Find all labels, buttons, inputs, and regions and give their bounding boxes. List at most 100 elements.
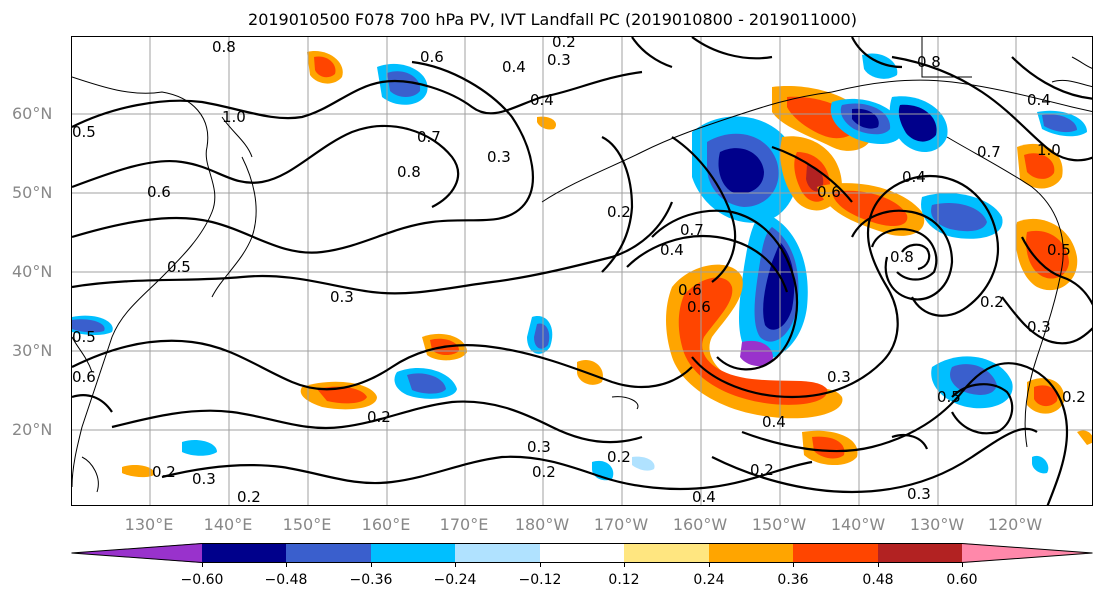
lat-label: 50°N (12, 183, 53, 202)
colorbar-tick-label: −0.48 (264, 572, 308, 588)
graticule (72, 37, 1092, 505)
colorbar-tick (962, 563, 963, 567)
map-panel: 0.8 0.6 0.4 0.3 0.2 0.4 1.0 0.5 0.7 0.8 … (71, 36, 1093, 506)
contour-label: 0.4 (692, 488, 716, 506)
contour-label: 0.3 (330, 288, 354, 306)
contour-label: 0.6 (678, 281, 702, 299)
colorbar-segment (962, 543, 1093, 563)
colorbar-tick-label: −0.24 (433, 572, 477, 588)
contour-label: 0.2 (980, 293, 1004, 311)
contour-label: 0.3 (487, 148, 511, 166)
contour-label: 0.3 (547, 51, 571, 69)
lon-label: 160°E (361, 515, 411, 534)
colorbar-tick (455, 563, 456, 567)
colorbar-segment (709, 543, 793, 563)
contour-label: 0.2 (607, 203, 631, 221)
contour-label: 0.4 (902, 168, 926, 186)
contour-label: 0.8 (917, 53, 941, 71)
map-canvas: 0.8 0.6 0.4 0.3 0.2 0.4 1.0 0.5 0.7 0.8 … (72, 37, 1092, 506)
contour-label: 0.2 (750, 461, 774, 479)
lon-label: 150°E (282, 515, 332, 534)
colorbar-tick (878, 563, 879, 567)
contour-label: 0.6 (687, 298, 711, 316)
contour-label: 0.7 (977, 143, 1001, 161)
lon-label: 180°W (514, 515, 570, 534)
contour-label: 0.5 (1047, 241, 1071, 259)
lon-label: 160°W (672, 515, 728, 534)
colorbar (71, 543, 1093, 563)
contour-label: 0.4 (530, 91, 554, 109)
lon-label: 120°W (987, 515, 1043, 534)
contour-label: 0.2 (607, 448, 631, 466)
lat-label: 30°N (12, 341, 53, 360)
contour-label: 0.2 (237, 488, 261, 506)
contour-label: 1.0 (222, 108, 246, 126)
colorbar-segment (878, 543, 962, 563)
lon-label: 140°E (203, 515, 253, 534)
colorbar-tick-label: −0.60 (180, 572, 224, 588)
colorbar-tick-label: −0.12 (518, 572, 562, 588)
contour-label: 0.2 (552, 37, 576, 51)
lon-label: 130°E (124, 515, 174, 534)
colorbar-tick (371, 563, 372, 567)
colorbar-tick-label: −0.36 (349, 572, 393, 588)
contour-label: 0.7 (417, 128, 441, 146)
colorbar-tick (793, 563, 794, 567)
lat-label: 40°N (12, 262, 53, 281)
contour-label: 0.5 (167, 258, 191, 276)
colorbar-segment (371, 543, 455, 563)
coastlines (72, 37, 1092, 493)
contour-label: 0.2 (532, 463, 556, 481)
colorbar-tick-label: 0.48 (862, 572, 894, 588)
lat-label: 20°N (12, 420, 53, 439)
contour-label: 0.3 (192, 470, 216, 488)
contour-label: 0.6 (147, 183, 171, 201)
colorbar-tick (709, 563, 710, 567)
contour-label: 0.3 (527, 438, 551, 456)
contour-label: 0.4 (660, 241, 684, 259)
colorbar-outline (71, 543, 1093, 563)
contour-label: 0.3 (827, 368, 851, 386)
colorbar-segment (540, 543, 624, 563)
colorbar-tick (540, 563, 541, 567)
colorbar-segment (286, 543, 371, 563)
map-title: 2019010500 F078 700 hPa PV, IVT Landfall… (248, 10, 857, 29)
lon-label: 150°W (751, 515, 807, 534)
contour-label: 0.4 (502, 58, 526, 76)
lon-label: 130°W (909, 515, 965, 534)
colorbar-segment (455, 543, 540, 563)
contour-label: 0.6 (420, 48, 444, 66)
colorbar-tick (624, 563, 625, 567)
colorbar-tick (202, 563, 203, 567)
lon-label: 140°W (830, 515, 886, 534)
contour-label: 1.0 (1037, 141, 1061, 159)
lat-label: 60°N (12, 104, 53, 123)
colorbar-tick-label: 0.12 (608, 572, 640, 588)
lon-label: 170°E (439, 515, 489, 534)
contour-label: 0.2 (1062, 388, 1086, 406)
colorbar-tick-label: 0.36 (777, 572, 809, 588)
colorbar-segment (624, 543, 709, 563)
contour-label: 0.8 (890, 248, 914, 266)
colorbar-tick-label: 0.60 (946, 572, 978, 588)
colorbar-segments (71, 543, 1093, 563)
contour-label: 0.8 (397, 163, 421, 181)
contour-label: 0.8 (212, 38, 236, 56)
contour-label: 0.6 (817, 183, 841, 201)
colorbar-tick (286, 563, 287, 567)
contour-label: 0.3 (907, 485, 931, 503)
contour-label: 0.4 (762, 413, 786, 431)
contour-label: 0.5 (72, 328, 96, 346)
colorbar-segment (71, 543, 202, 563)
contour-labels: 0.8 0.6 0.4 0.3 0.2 0.4 1.0 0.5 0.7 0.8 … (72, 37, 1086, 506)
colorbar-tick-label: 0.24 (693, 572, 725, 588)
contour-label: 0.5 (72, 123, 96, 141)
colorbar-segment (202, 543, 286, 563)
contour-label: 0.3 (1027, 318, 1051, 336)
contour-label: 0.2 (152, 463, 176, 481)
contour-label: 0.2 (367, 408, 391, 426)
pv-contours (72, 37, 1092, 505)
contour-label: 0.4 (1027, 91, 1051, 109)
colorbar-segment (793, 543, 878, 563)
contour-label: 0.7 (680, 221, 704, 239)
